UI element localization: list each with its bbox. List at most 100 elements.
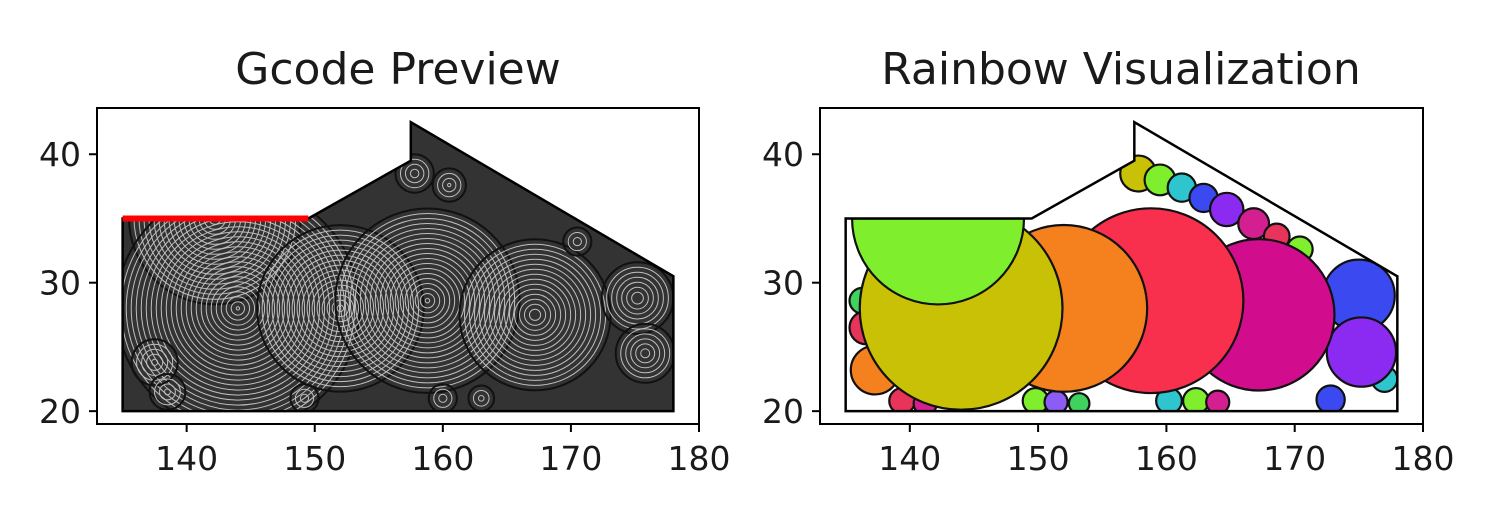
ring [572,237,582,247]
x-tick-label: 160 [1135,439,1198,478]
ring [404,277,451,324]
outline-path-inner [122,121,674,412]
ring [483,263,587,366]
ring [508,288,562,341]
ring [389,262,466,339]
concentric-circle [467,384,496,412]
circle [1208,191,1245,228]
outline-path-inner [845,121,1398,412]
ring [154,378,181,406]
ring [620,328,671,379]
ring [291,259,390,358]
ring [151,358,159,366]
ring [493,273,577,356]
circle [1067,392,1091,412]
y-tick-label: 40 [762,135,804,174]
ring [230,301,246,316]
half-circle [850,217,1026,305]
concentric-circle [128,218,302,306]
ring [518,298,552,331]
concentric-circle [289,383,320,412]
ring [419,292,436,309]
ring [468,248,602,381]
ring [626,286,649,310]
y-tick-label: 20 [39,392,81,431]
ring [472,390,490,407]
chart-title: Rainbow Visualization [881,44,1360,95]
ring [159,383,176,401]
ring [195,266,281,351]
ring [180,251,296,366]
ring [359,232,496,369]
ring [394,267,461,334]
ring [215,286,261,331]
ring [311,279,370,338]
gcode-preview-panel: Gcode Preview 140 150 160 170 180 20 30 40 [39,44,731,478]
concentric-circle [458,238,612,392]
circle-edge [427,383,458,412]
ring [286,254,395,363]
ring [616,276,659,320]
plot-area [844,119,1399,413]
concentric-circle [562,226,593,257]
ring [299,393,310,403]
ring [344,217,511,384]
ring [146,353,164,371]
ring [225,296,251,321]
ring [164,388,171,396]
ring [150,221,326,396]
ring [294,388,315,408]
ring [349,222,506,379]
y-tick-label: 40 [39,135,81,174]
ring [437,172,462,198]
plot-area [121,119,675,413]
ring [266,234,415,383]
ring [447,182,452,188]
ring [374,247,481,354]
axes-frame [96,107,700,425]
ring [155,226,321,391]
ring [528,308,542,321]
ring [438,393,448,403]
ring [185,256,291,361]
x-tick-label: 170 [1263,439,1326,478]
concentric-circle [148,372,187,411]
ring [276,244,405,373]
ring [158,218,272,275]
circle [1205,389,1231,412]
ring [621,281,654,315]
ring [409,282,446,319]
ring [498,278,572,351]
ring [503,283,567,346]
ring [404,163,425,184]
ring [488,268,582,361]
ring [210,281,266,336]
y-tick-label: 30 [39,264,81,303]
circle-group [848,154,1398,412]
ring [271,239,410,378]
ring [477,395,485,402]
ring [523,303,547,326]
ring [165,236,311,381]
x-tick-label: 140 [878,439,941,478]
circle-edge [256,224,425,393]
x-tick-label: 170 [539,439,602,478]
ring [143,218,287,290]
chart-title: Gcode Preview [235,44,560,95]
ring [173,218,257,260]
concentric-circle [614,322,674,384]
ring [478,258,592,371]
ring [399,158,430,189]
circle-edge [289,383,320,412]
concentric-circle [334,207,521,394]
ring [442,177,457,193]
concentric-circle [130,338,179,387]
circle-edge [614,322,674,384]
ring [640,348,651,359]
ring [424,297,431,304]
ring [567,232,587,252]
x-tick-label: 180 [1392,439,1455,478]
outline-fill [122,122,674,412]
circle-edge [394,153,435,194]
circle [1325,316,1398,388]
